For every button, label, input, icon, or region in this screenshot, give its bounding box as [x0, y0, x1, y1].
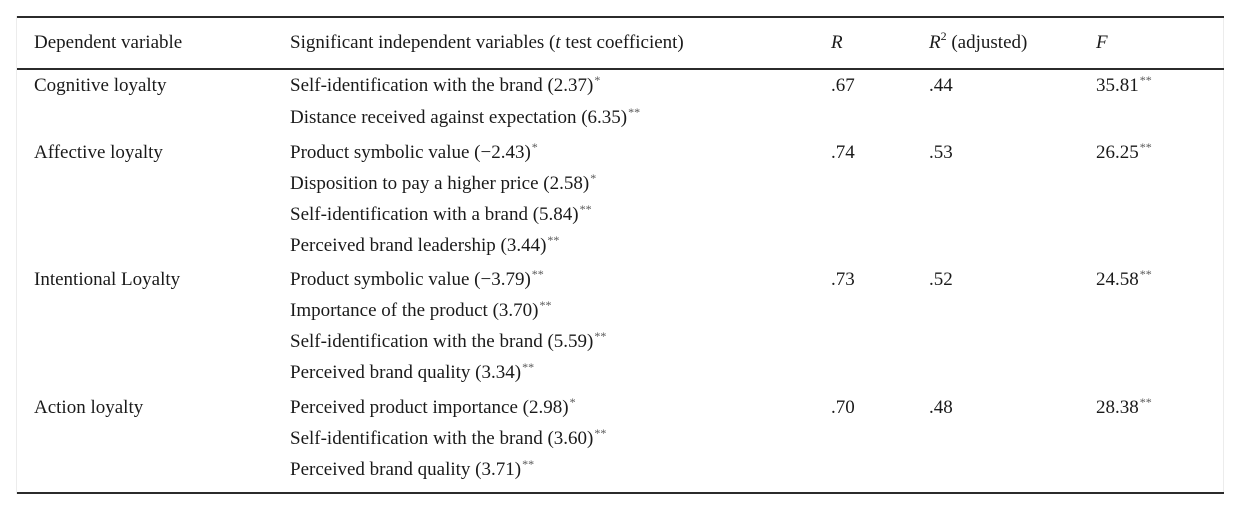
predictor-item: Product symbolic value (−2.43)*: [290, 140, 538, 164]
predictor-item: Perceived brand quality (3.34)**: [290, 360, 535, 384]
header-independent-variables: Significant independent variables (t tes…: [290, 32, 684, 54]
predictor-item: Distance received against expectation (6…: [290, 105, 641, 129]
predictor-text: Perceived brand quality (3.71): [290, 459, 522, 480]
significance-marker: **: [579, 202, 592, 216]
r2-value-cell: .53: [929, 142, 953, 163]
f-value: 24.58: [1096, 269, 1139, 290]
table-bottom-rule: [17, 492, 1224, 494]
predictor-text: Perceived product importance (2.98): [290, 397, 569, 418]
dependent-variable-cell: Cognitive loyalty: [34, 75, 167, 96]
r-value-cell: .70: [831, 397, 855, 418]
significance-marker: **: [539, 298, 552, 312]
predictor-text: Self-identification with a brand (5.84): [290, 204, 579, 225]
r-value-cell: .73: [831, 269, 855, 290]
predictor-item: Self-identification with the brand (5.59…: [290, 329, 607, 353]
predictor-item: Self-identification with the brand (3.60…: [290, 426, 607, 450]
predictor-text: Self-identification with the brand (5.59…: [290, 331, 594, 352]
r-value-cell: .74: [831, 142, 855, 163]
dependent-variable-cell: Action loyalty: [34, 397, 144, 418]
header-text: Significant independent variables (: [290, 32, 556, 53]
significance-marker: *: [590, 171, 597, 185]
table-top-rule: [17, 16, 1224, 18]
predictor-item: Self-identification with the brand (2.37…: [290, 73, 601, 97]
predictor-item: Perceived brand quality (3.71)**: [290, 457, 535, 481]
header-r2-adjusted: R2 (adjusted): [929, 29, 1028, 54]
predictor-item: Self-identification with a brand (5.84)*…: [290, 202, 592, 226]
significance-marker: **: [531, 267, 544, 281]
predictor-text: Disposition to pay a higher price (2.58): [290, 173, 590, 194]
header-f: F: [1096, 32, 1108, 53]
significance-marker: **: [547, 233, 560, 247]
predictor-item: Perceived brand leadership (3.44)**: [290, 233, 560, 257]
predictor-item: Perceived product importance (2.98)*: [290, 395, 576, 419]
significance-marker: *: [569, 395, 576, 409]
significance-marker: *: [531, 140, 538, 154]
header-r2-symbol: R: [929, 32, 941, 53]
significance-marker: **: [522, 457, 535, 471]
f-value-cell: 24.58**: [1096, 267, 1152, 291]
header-text: (adjusted): [946, 32, 1028, 53]
r2-value-cell: .44: [929, 75, 953, 96]
r-value-cell: .67: [831, 75, 855, 96]
f-value-cell: 28.38**: [1096, 395, 1152, 419]
predictor-text: Product symbolic value (−2.43): [290, 142, 531, 163]
header-t-symbol: t: [555, 32, 561, 53]
predictor-text: Perceived brand quality (3.34): [290, 362, 522, 383]
significance-marker: **: [594, 329, 607, 343]
f-value-cell: 35.81**: [1096, 73, 1152, 97]
predictor-text: Self-identification with the brand (3.60…: [290, 428, 594, 449]
f-value: 26.25: [1096, 142, 1139, 163]
r2-value-cell: .48: [929, 397, 953, 418]
f-value-cell: 26.25**: [1096, 140, 1152, 164]
predictor-item: Product symbolic value (−3.79)**: [290, 267, 544, 291]
significance-marker: **: [522, 360, 535, 374]
significance-marker: **: [1139, 395, 1152, 409]
header-text: test coefficient): [560, 32, 684, 53]
significance-marker: **: [1139, 267, 1152, 281]
predictor-item: Importance of the product (3.70)**: [290, 298, 552, 322]
predictor-text: Product symbolic value (−3.79): [290, 269, 531, 290]
table-header-rule: [17, 68, 1224, 70]
significance-marker: **: [1139, 140, 1152, 154]
f-value: 28.38: [1096, 397, 1139, 418]
predictor-text: Importance of the product (3.70): [290, 300, 539, 321]
table-frame: [16, 16, 1224, 494]
f-value: 35.81: [1096, 75, 1139, 96]
header-dependent-variable: Dependent variable: [34, 32, 183, 53]
predictor-text: Self-identification with the brand (2.37…: [290, 75, 594, 96]
header-r2-exponent: 2: [940, 29, 947, 43]
r2-value-cell: .52: [929, 269, 953, 290]
dependent-variable-cell: Intentional Loyalty: [34, 269, 181, 290]
significance-marker: **: [1139, 73, 1152, 87]
significance-marker: *: [594, 73, 601, 87]
predictor-text: Perceived brand leadership (3.44): [290, 235, 547, 256]
dependent-variable-cell: Affective loyalty: [34, 142, 163, 163]
header-r: R: [831, 32, 843, 53]
predictor-text: Distance received against expectation (6…: [290, 107, 628, 128]
predictor-item: Disposition to pay a higher price (2.58)…: [290, 171, 597, 195]
significance-marker: **: [628, 105, 641, 119]
significance-marker: **: [594, 426, 607, 440]
